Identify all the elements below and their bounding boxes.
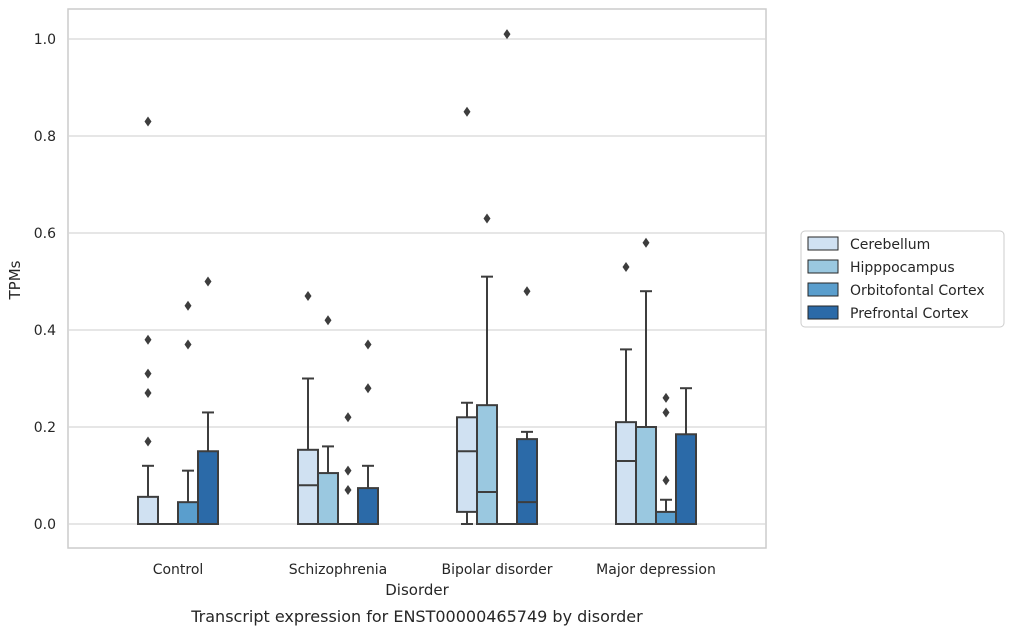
x-tick-label: Bipolar disorder	[441, 562, 552, 578]
outlier-point	[324, 315, 332, 326]
box-plot	[317, 315, 339, 526]
box	[635, 426, 657, 525]
outlier-point	[144, 368, 152, 379]
boxes-layer	[137, 29, 697, 526]
outlier-point	[662, 407, 670, 418]
y-tick-label: 0.4	[34, 323, 56, 339]
box-plot	[516, 286, 538, 525]
outlier-point	[144, 388, 152, 399]
outlier-point	[662, 392, 670, 403]
box	[137, 495, 159, 525]
x-tick-labels: Control Schizophrenia Bipolar disorder Majo…	[153, 562, 716, 578]
outlier-point	[523, 286, 531, 297]
outlier-point	[662, 475, 670, 486]
legend-frame	[800, 230, 1005, 328]
x-tick-label: Major depression	[596, 562, 716, 578]
legend-swatch	[807, 282, 839, 297]
outlier-point	[144, 116, 152, 127]
x-tick-label: Control	[153, 562, 204, 578]
y-axis-title: TPMs	[6, 260, 24, 300]
outlier-point	[364, 339, 372, 350]
box	[297, 448, 319, 526]
y-tick-label: 1.0	[34, 32, 56, 48]
y-tick-label: 0.8	[34, 129, 56, 145]
legend-label: Hipppocampus	[850, 260, 955, 276]
legend-swatch	[807, 305, 839, 320]
box-plot	[675, 387, 697, 525]
outlier-point	[344, 465, 352, 476]
outlier-point	[364, 383, 372, 394]
legend-swatch	[807, 236, 839, 251]
y-tick-label: 0.6	[34, 226, 56, 242]
legend-item: Hipppocampus	[807, 259, 955, 276]
outlier-point	[344, 485, 352, 496]
legend-label: Prefrontal Cortex	[850, 306, 969, 322]
outlier-point	[304, 291, 312, 302]
y-tick-label: 0.0	[34, 517, 56, 533]
box	[357, 487, 379, 525]
box	[615, 421, 637, 525]
outlier-point	[144, 334, 152, 345]
box	[177, 501, 199, 525]
outlier-point	[463, 106, 471, 117]
box-plot	[615, 261, 637, 525]
box	[655, 510, 677, 525]
box-plot	[497, 29, 517, 525]
outlier-point	[344, 412, 352, 423]
x-tick-label: Schizophrenia	[289, 562, 387, 578]
y-tick-label: 0.2	[34, 420, 56, 436]
box-plot	[476, 213, 498, 525]
legend-label: Cerebellum	[850, 237, 930, 253]
outlier-point	[503, 29, 511, 40]
outlier-point	[483, 213, 491, 224]
outlier-point	[622, 261, 630, 272]
plot-area	[67, 8, 767, 549]
legend-items: Cerebellum Hipppocampus Orbitofontal Corte…	[807, 236, 985, 322]
outlier-point	[184, 300, 192, 311]
legend-item: Cerebellum	[807, 236, 930, 253]
box	[456, 416, 478, 513]
legend-swatch	[807, 259, 839, 274]
chart-caption: Transcript expression for ENST0000046574…	[190, 607, 643, 626]
box	[197, 450, 219, 525]
box	[675, 433, 697, 525]
legend: Cerebellum Hipppocampus Orbitofontal Corte…	[800, 230, 1005, 328]
outlier-point	[204, 276, 212, 287]
box-plot	[456, 106, 478, 525]
outlier-point	[184, 339, 192, 350]
box	[317, 472, 339, 526]
legend-label: Orbitofontal Cortex	[850, 283, 985, 299]
box-plot	[137, 116, 159, 525]
box	[516, 438, 538, 525]
box-plot	[197, 276, 219, 525]
box	[476, 404, 498, 525]
box-plot	[357, 339, 379, 525]
outlier-point	[642, 237, 650, 248]
box-plot	[177, 300, 199, 525]
legend-item: Orbitofontal Cortex	[807, 282, 985, 299]
box-plot	[338, 412, 358, 525]
outlier-point	[144, 436, 152, 447]
y-tick-labels: 0.0 0.2 0.4 0.6 0.8 1.0	[34, 32, 56, 533]
legend-item: Prefrontal Cortex	[807, 305, 969, 322]
x-axis-title: Disorder	[385, 581, 449, 599]
box-plot	[635, 237, 657, 525]
box-plot	[655, 392, 677, 525]
